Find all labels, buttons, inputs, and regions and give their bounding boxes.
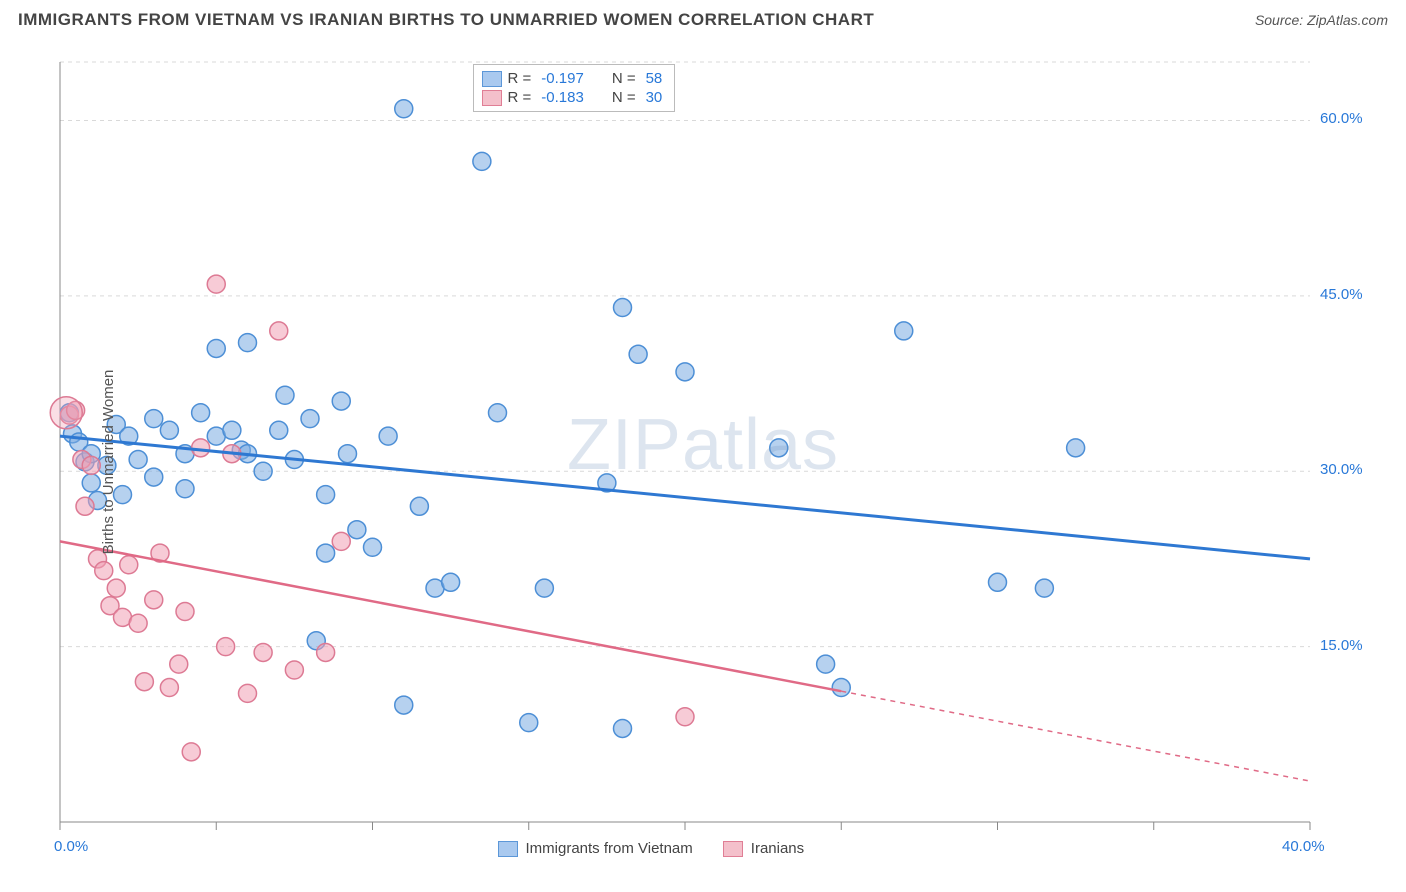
legend-label: Immigrants from Vietnam [526,840,693,857]
source-attr: Source: ZipAtlas.com [1255,12,1388,28]
legend-swatch [482,90,502,106]
x-tick-label: 0.0% [54,838,88,855]
legend-row: R =-0.183N =30 [482,88,667,107]
y-tick-label: 15.0% [1320,637,1363,654]
chart-title: IMMIGRANTS FROM VIETNAM VS IRANIAN BIRTH… [18,10,874,30]
correlation-legend: R =-0.197N =58R =-0.183N =30 [473,64,676,112]
legend-label: Iranians [751,840,804,857]
legend-item: Iranians [723,840,804,857]
legend-swatch [723,841,743,857]
y-tick-label: 45.0% [1320,286,1363,303]
series-legend: Immigrants from Vietnam Iranians [498,840,805,857]
y-tick-label: 30.0% [1320,461,1363,478]
scatter-plot [10,42,1396,882]
legend-item: Immigrants from Vietnam [498,840,693,857]
legend-swatch [482,71,502,87]
y-tick-label: 60.0% [1320,110,1363,127]
legend-row: R =-0.197N =58 [482,69,667,88]
chart-container: Births to Unmarried Women ZIPatlas R =-0… [10,42,1396,882]
y-axis-label: Births to Unmarried Women [100,370,117,555]
x-tick-label: 40.0% [1282,838,1325,855]
legend-swatch [498,841,518,857]
